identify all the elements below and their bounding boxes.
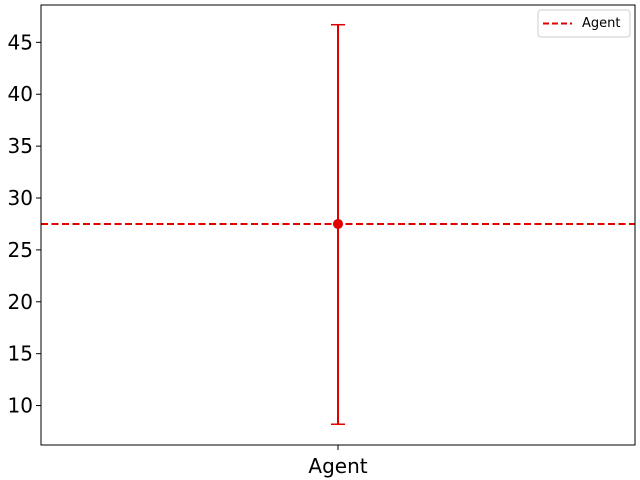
y-tick-label: 45 [8, 30, 33, 54]
y-tick-label: 35 [8, 134, 33, 158]
y-tick-label: 30 [8, 186, 33, 210]
legend-label-agent: Agent [582, 16, 620, 31]
y-tick-label: 20 [8, 290, 33, 314]
y-axis-ticks: 10 15 20 25 30 35 40 45 [8, 30, 41, 418]
data-point [333, 218, 343, 229]
y-tick-label: 10 [8, 394, 33, 418]
plot-frame [40, 4, 636, 446]
legend: Agent [537, 9, 631, 38]
x-axis-ticks: Agent [308, 445, 368, 478]
x-tick-label: Agent [308, 454, 367, 478]
y-tick-label: 15 [8, 342, 33, 366]
plot-marks [41, 23, 635, 425]
y-tick-label: 25 [8, 238, 33, 262]
y-tick-label: 40 [8, 82, 33, 106]
legend-box [537, 9, 631, 38]
